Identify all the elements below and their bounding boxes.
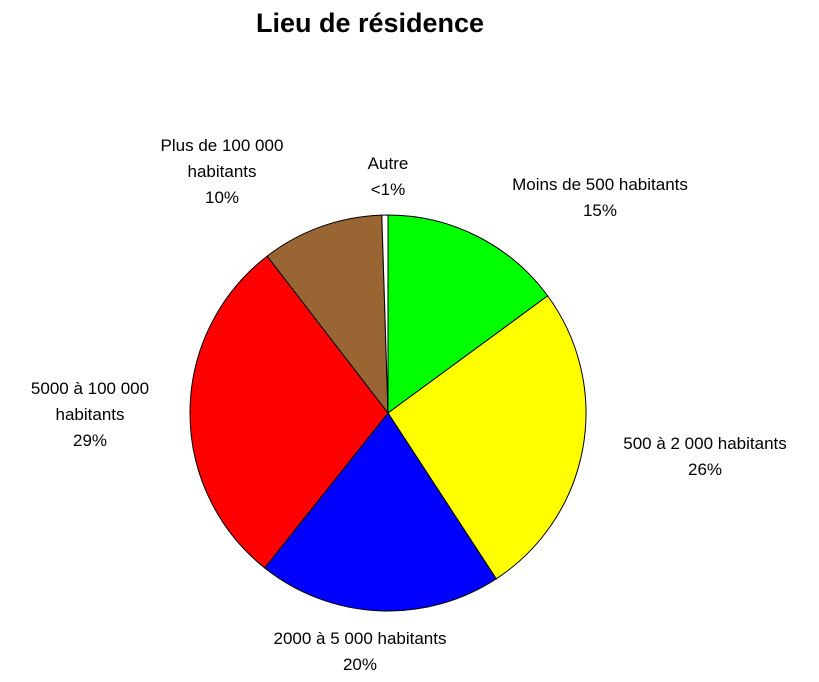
value-label: 26%: [687, 460, 723, 479]
slice-label: Plus de 100 000 habitants 10%: [132, 133, 312, 211]
category-label: Plus de 100 000 habitants: [160, 136, 284, 181]
pie-slice: [264, 412, 497, 612]
slice-label: 500 à 2 000 habitants 26%: [623, 431, 787, 483]
slice-label: 2000 à 5 000 habitants 20%: [274, 626, 447, 678]
value-label: 20%: [342, 655, 378, 674]
value-label: <1%: [370, 180, 406, 199]
value-label: 15%: [582, 201, 618, 220]
category-label: 5000 à 100 000 habitants: [30, 379, 150, 424]
pie-slice: [387, 214, 549, 414]
slice-label: 5000 à 100 000 habitants 29%: [10, 376, 170, 454]
category-label: 2000 à 5 000 habitants: [273, 629, 447, 648]
pie-slice: [189, 255, 389, 569]
chart-title: Lieu de résidence: [255, 8, 485, 38]
category-label: 500 à 2 000 habitants: [623, 434, 787, 453]
pie-slice: [266, 214, 389, 415]
value-label: 29%: [72, 431, 108, 450]
slice-label: Moins de 500 habitants 15%: [512, 172, 688, 224]
pie-slice: [387, 295, 587, 580]
category-label: Moins de 500 habitants: [512, 175, 688, 194]
value-label: 10%: [204, 188, 240, 207]
slice-label: Autre <1%: [368, 151, 409, 203]
category-label: Autre: [367, 154, 409, 173]
pie-slice: [381, 214, 389, 414]
